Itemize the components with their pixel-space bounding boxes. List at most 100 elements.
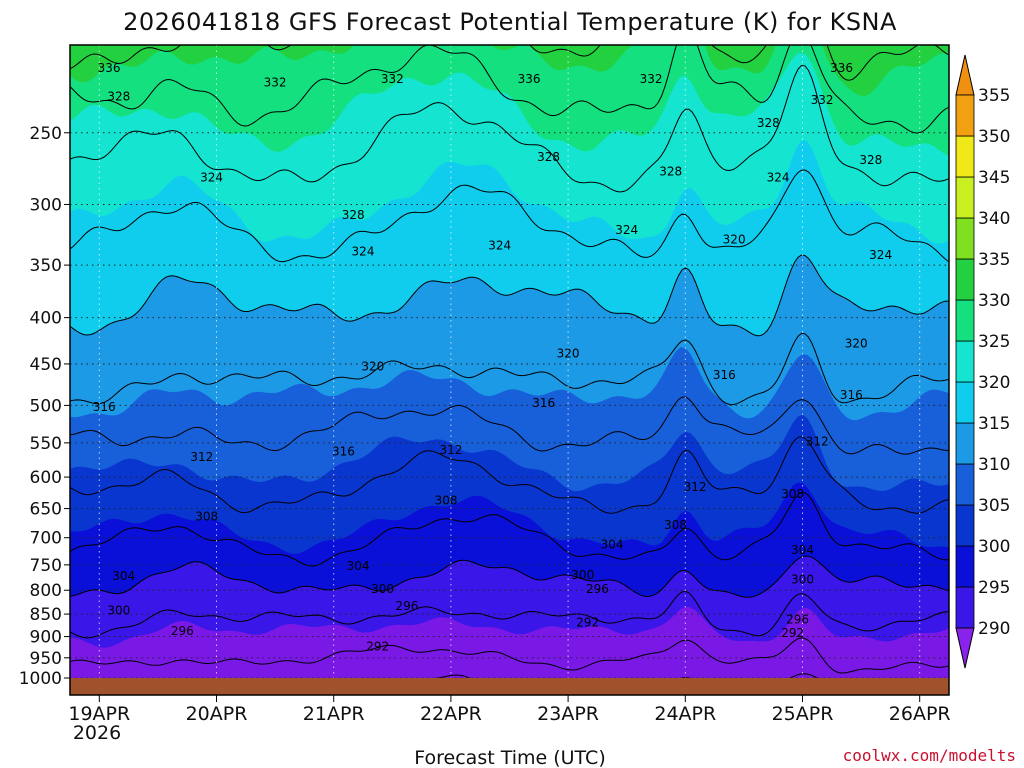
colorbar-label: 315 xyxy=(978,414,1010,434)
x-axis: 19APR 20APR 21APR 22APR 23APR 24APR 25APR 26APR xyxy=(68,695,951,725)
contour-label: 296 xyxy=(395,599,418,613)
y-tick-label: 250 xyxy=(30,124,62,144)
contour-label: 332 xyxy=(381,72,404,86)
colorbar-label: 290 xyxy=(978,619,1010,639)
contour-label: 324 xyxy=(869,248,892,262)
contour-label: 304 xyxy=(112,569,135,583)
colorbar-label: 345 xyxy=(978,168,1010,188)
contour-label: 292 xyxy=(781,626,804,640)
colorbar-segment xyxy=(955,463,975,506)
contour-328 xyxy=(70,64,949,193)
colorbar-over-arrow xyxy=(955,54,975,96)
colorbar-label: 335 xyxy=(978,250,1010,270)
x-axis-label: Forecast Time (UTC) xyxy=(414,747,605,768)
y-tick-label: 950 xyxy=(30,649,62,669)
contour-label: 312 xyxy=(806,434,829,448)
contour-label: 324 xyxy=(200,170,223,184)
contour-label: 296 xyxy=(586,582,609,596)
contour-label: 316 xyxy=(713,368,736,382)
y-tick-label: 600 xyxy=(30,468,62,488)
contour-label: 308 xyxy=(195,509,218,523)
contour-label: 312 xyxy=(684,480,707,494)
chart-title: 2026041818 GFS Forecast Potential Temper… xyxy=(123,8,897,36)
contour-label: 316 xyxy=(532,396,555,410)
contour-label: 300 xyxy=(571,568,594,582)
colorbar-label: 295 xyxy=(978,578,1010,598)
x-tick-label: 20APR xyxy=(186,703,248,725)
colorbar-segment xyxy=(955,176,975,219)
y-tick-label: 1000 xyxy=(19,669,62,689)
contour-label: 328 xyxy=(537,150,560,164)
theta-band-330 xyxy=(70,45,949,156)
colorbar-segment xyxy=(955,258,975,301)
theta-band-345 xyxy=(70,0,949,5)
y-tick-label: 850 xyxy=(30,605,62,625)
y-tick-label: 550 xyxy=(30,434,62,454)
y-tick-label: 300 xyxy=(30,195,62,215)
contour-label: 316 xyxy=(840,388,863,402)
contour-label: 300 xyxy=(371,582,394,596)
contour-label: 324 xyxy=(488,239,511,253)
x-year-label: 2026 xyxy=(73,722,121,744)
contour-label: 308 xyxy=(435,494,458,508)
x-tick-label: 21APR xyxy=(303,703,365,725)
contour-324 xyxy=(70,169,949,263)
contour-label: 332 xyxy=(640,72,663,86)
colorbar: 290 295 300 305 310 315 320 325 330 335 340 345 350 3… xyxy=(955,54,1010,669)
contour-label: 328 xyxy=(342,208,365,222)
y-tick-label: 650 xyxy=(30,500,62,520)
contour-label: 304 xyxy=(791,543,814,557)
colorbar-segment xyxy=(955,381,975,424)
contour-label: 292 xyxy=(366,639,389,653)
colorbar-under-arrow xyxy=(955,627,975,669)
colorbar-label: 350 xyxy=(978,127,1010,147)
x-tick-label: 19APR xyxy=(68,703,130,725)
contour-label: 336 xyxy=(830,61,853,75)
contour-label: 332 xyxy=(264,75,287,89)
contour-296 xyxy=(70,590,949,639)
x-tick-label: 24APR xyxy=(654,703,716,725)
contour-label: 320 xyxy=(723,233,746,247)
theta-band-355 xyxy=(70,0,949,5)
colorbar-segment xyxy=(955,299,975,342)
contour-label: 312 xyxy=(190,450,213,464)
contour-332 xyxy=(70,45,949,134)
contour-label: 328 xyxy=(859,153,882,167)
contour-label: 324 xyxy=(352,244,375,258)
plot-frame xyxy=(69,44,950,696)
contour-label: 328 xyxy=(757,116,780,130)
contour-label: 296 xyxy=(171,624,194,638)
colorbar-segment xyxy=(955,340,975,383)
contour-label: 304 xyxy=(601,537,624,551)
x-tick-label: 22APR xyxy=(420,703,482,725)
y-tick-label: 800 xyxy=(30,581,62,601)
colorbar-label: 320 xyxy=(978,373,1010,393)
contour-label: 324 xyxy=(767,170,790,184)
colorbar-segment xyxy=(955,135,975,178)
colorbar-segment xyxy=(955,422,975,465)
contour-label: 312 xyxy=(439,443,462,457)
contour-label: 324 xyxy=(615,223,638,237)
theta-band-350 xyxy=(70,0,949,5)
contour-label: 336 xyxy=(98,61,121,75)
contour-label: 316 xyxy=(332,444,355,458)
contour-labels: 336 328 332 332 336 332 336 332 328 328 328 328 324 3… xyxy=(93,61,892,654)
x-tick-label: 26APR xyxy=(889,703,951,725)
colorbar-segment xyxy=(955,217,975,260)
colorbar-label: 330 xyxy=(978,291,1010,311)
x-tick-label: 23APR xyxy=(537,703,599,725)
colorbar-label: 325 xyxy=(978,332,1010,352)
contour-label: 308 xyxy=(664,518,687,532)
contour-label: 320 xyxy=(557,346,580,360)
colorbar-segment xyxy=(955,504,975,547)
y-tick-label: 900 xyxy=(30,628,62,648)
y-tick-label: 750 xyxy=(30,556,62,576)
y-tick-label: 400 xyxy=(30,309,62,329)
contour-label: 320 xyxy=(361,360,384,374)
contour-label: 300 xyxy=(107,603,130,617)
contour-label: 332 xyxy=(811,93,834,107)
colorbar-label: 305 xyxy=(978,496,1010,516)
x-tick-label: 25APR xyxy=(772,703,834,725)
y-tick-label: 350 xyxy=(30,256,62,276)
